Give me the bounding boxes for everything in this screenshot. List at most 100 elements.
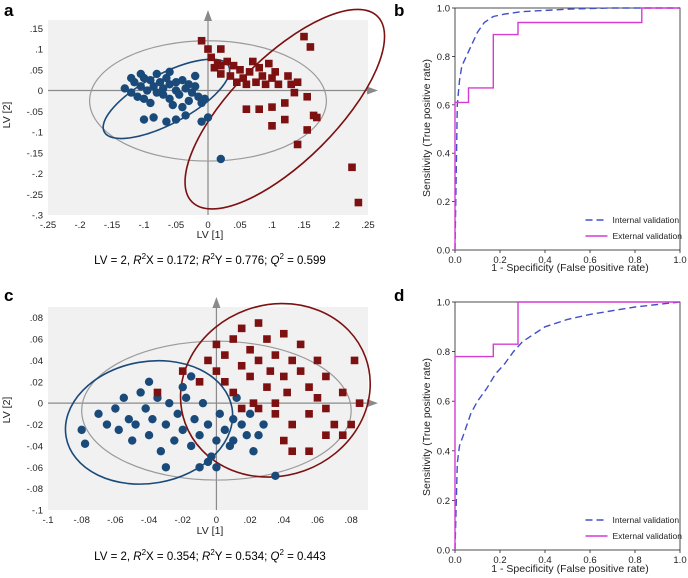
xlabel-a: LV [1] (197, 229, 224, 241)
point-group1 (197, 117, 206, 126)
x-tick-label: .04 (277, 515, 290, 526)
point-group2 (271, 410, 280, 418)
x-tick-label: .25 (361, 220, 374, 231)
point-group1 (165, 80, 174, 89)
point-group1 (259, 420, 268, 429)
x-tick-label: -.15 (104, 220, 120, 231)
y-tick-label: .02 (30, 377, 43, 388)
y-tick-label: -.05 (27, 107, 43, 118)
point-group2 (242, 80, 251, 89)
point-group1 (152, 69, 161, 79)
point-group1 (170, 436, 179, 445)
point-group1 (144, 377, 154, 386)
point-group2 (281, 99, 289, 107)
point-group1 (212, 463, 221, 472)
y-axis-arrow (204, 10, 212, 21)
point-group1 (149, 113, 158, 122)
point-group2 (313, 113, 321, 122)
x-tick-label: .05 (233, 220, 246, 231)
x-tick-label: -.02 (175, 515, 191, 526)
point-group2 (296, 340, 305, 349)
roc-curve-external (454, 301, 680, 550)
point-group1 (159, 84, 168, 93)
point-group1 (229, 436, 238, 445)
point-group1 (136, 388, 145, 397)
point-group1 (194, 92, 203, 101)
point-group2 (338, 431, 347, 440)
x-tick-label: -.1 (138, 220, 149, 231)
point-group1 (171, 78, 181, 87)
point-group2 (226, 72, 235, 80)
point-group1 (161, 420, 171, 429)
point-group1 (141, 404, 150, 413)
point-group1 (102, 420, 112, 429)
point-group2 (212, 340, 221, 349)
point-group1 (152, 88, 161, 97)
point-group1 (146, 75, 155, 85)
point-group2 (217, 45, 225, 53)
point-group2 (348, 163, 356, 172)
point-group2 (204, 356, 212, 365)
point-group1 (139, 115, 149, 124)
xlabel-c: LV [1] (197, 525, 224, 537)
roc-panel-d: 0.0 0.2 0.4 0.6 0.8 1.0 0.0 0.2 0.4 0.6 0.8 1.0 Inte… (437, 298, 687, 567)
point-group2 (322, 404, 330, 413)
point-group1 (161, 463, 171, 472)
y-tick-label: 0 (38, 399, 43, 410)
point-group2 (237, 324, 246, 333)
ylabel-a: LV [2] (1, 102, 13, 129)
x-tick-label: -.25 (40, 220, 56, 231)
point-group1 (254, 431, 263, 440)
point-group2 (268, 74, 276, 82)
point-group2 (261, 80, 270, 89)
ylabel-c: LV [2] (1, 397, 13, 424)
point-group1 (162, 73, 171, 83)
point-group2 (303, 126, 311, 134)
x-tick-label: .2 (332, 220, 340, 231)
point-group2 (221, 377, 229, 386)
point-group2 (350, 356, 359, 365)
point-group2 (271, 351, 280, 359)
point-group1 (186, 372, 196, 381)
point-group1 (203, 457, 213, 467)
point-group2 (271, 399, 280, 407)
point-group2 (300, 32, 308, 41)
y-tick-label: -.15 (27, 148, 43, 159)
x-tick-label: 1.0 (673, 255, 686, 266)
point-group2 (210, 63, 219, 72)
point-group1 (94, 409, 103, 419)
y-tick-label: -.04 (27, 441, 43, 452)
point-group1 (178, 75, 187, 85)
xlabel-d: 1 - Specificity (False positive rate) (491, 563, 649, 575)
x-tick-label: 0.8 (628, 255, 641, 266)
point-group2 (287, 80, 295, 89)
x-tick-label: -.04 (141, 515, 157, 526)
x-tick-label: -.2 (74, 220, 85, 231)
point-group2 (255, 63, 263, 72)
point-group1 (175, 90, 184, 99)
point-group2 (263, 335, 271, 343)
point-group1 (168, 100, 177, 110)
x-tick-label: 0.6 (583, 255, 596, 266)
point-group2 (236, 65, 244, 74)
point-group2 (283, 388, 291, 397)
point-group2 (313, 394, 322, 402)
y-tick-label: 0.4 (437, 149, 450, 160)
point-group1 (171, 115, 181, 124)
x-tick-label: .08 (345, 515, 358, 526)
point-group2 (237, 361, 246, 370)
point-group2 (254, 404, 263, 413)
x-tick-label: 0.0 (448, 555, 461, 566)
x-tick-label: .06 (311, 515, 324, 526)
ellipse-group2 (179, 302, 371, 478)
point-group2 (293, 140, 302, 149)
point-group1 (77, 425, 86, 435)
point-group2 (288, 356, 297, 365)
point-group1 (195, 431, 204, 440)
point-group2 (242, 105, 251, 114)
point-group1 (155, 78, 165, 87)
x-tick-label: 0.2 (493, 255, 506, 266)
point-group2 (229, 335, 238, 343)
point-group2 (258, 72, 267, 80)
y-tick-label: .06 (30, 335, 43, 346)
